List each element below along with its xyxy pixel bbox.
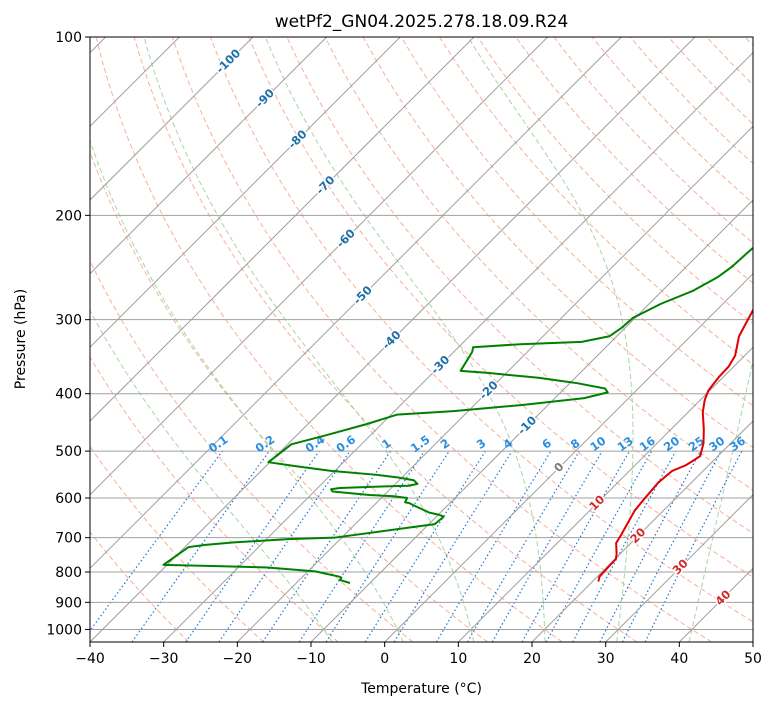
x-tick-label: −20	[223, 651, 253, 667]
dry-adiabat-line	[324, 37, 753, 491]
x-tick-label: 40	[670, 651, 688, 667]
x-tick-label: 0	[380, 651, 389, 667]
y-tick-label: 1000	[46, 622, 82, 638]
x-tick-label: 10	[449, 651, 467, 667]
x-tick-label: −10	[296, 651, 326, 667]
y-axis-ticks: 100 200 300 400 500 600 700 800 900 1000	[46, 30, 90, 638]
moist-adiabat-line	[143, 37, 475, 642]
x-tick-label: 50	[744, 651, 762, 667]
mixing-ratio-line	[325, 450, 450, 642]
dewpoint-profile-line	[162, 246, 753, 585]
mixing-ratio-line	[218, 450, 351, 642]
isotherm-line	[90, 37, 549, 496]
mixing-ratio-line	[545, 450, 653, 642]
dry-adiabat-line	[439, 37, 753, 366]
y-tick-label: 500	[55, 444, 82, 460]
x-tick-label: 20	[523, 651, 541, 667]
y-tick-label: 700	[55, 531, 82, 547]
isotherm-line	[236, 125, 753, 642]
isotherm-line	[384, 272, 753, 642]
y-axis-label: Pressure (hPa)	[13, 289, 29, 389]
isotherm-line	[605, 493, 753, 642]
y-tick-label: 600	[55, 491, 82, 507]
mixing-ratio-line	[644, 450, 743, 642]
isotherm-line	[90, 37, 254, 201]
moist-adiabat-line	[264, 37, 546, 642]
mixing-ratio-line	[393, 450, 513, 642]
isotherm-line	[90, 37, 696, 642]
dry-adiabat-line	[133, 37, 638, 642]
profile-series	[162, 246, 753, 585]
dry-adiabat-line	[90, 150, 488, 642]
isotherm-line	[90, 37, 475, 422]
dry-adiabat-line	[515, 37, 753, 284]
dry-adiabat-line	[90, 445, 264, 642]
isotherm-line	[531, 420, 753, 642]
dry-adiabat-line	[210, 37, 753, 623]
isobars	[90, 37, 753, 630]
plot-frame	[89, 36, 754, 643]
temperature-profile-line	[597, 308, 753, 582]
dry-adiabat-line	[248, 37, 753, 578]
isotherm-line	[90, 37, 328, 275]
y-tick-label: 900	[55, 595, 82, 611]
y-tick-label: 300	[55, 313, 82, 329]
x-axis-label: Temperature (°C)	[360, 681, 482, 697]
y-tick-label: 400	[55, 387, 82, 403]
dry-adiabats	[90, 37, 753, 642]
isotherm-line	[310, 199, 753, 642]
mixing-ratio-line	[131, 450, 270, 642]
isotherm-line	[90, 37, 401, 349]
dry-adiabat-line	[90, 531, 190, 642]
mixing-ratio-line	[521, 450, 631, 642]
y-tick-label: 800	[55, 565, 82, 581]
dry-adiabat-line	[400, 37, 753, 407]
x-tick-label: 30	[597, 651, 615, 667]
dry-adiabat-line	[90, 356, 339, 642]
isotherms	[90, 37, 753, 642]
x-axis-ticks: −40 −30 −20 −10 0 10 20 30 40 50	[75, 642, 762, 667]
mixing-ratio-line	[298, 450, 425, 642]
moist-adiabat-line	[90, 138, 404, 642]
isotherm-line	[90, 37, 622, 570]
x-tick-label: −40	[75, 651, 105, 667]
dry-adiabat-line	[171, 37, 712, 642]
mixing-ratio-line	[572, 450, 677, 642]
isotherm-line	[457, 346, 753, 642]
chart-title: wetPf2_GN04.2025.278.18.09.R24	[275, 12, 569, 32]
y-tick-label: 200	[55, 208, 82, 224]
x-tick-label: −30	[149, 651, 179, 667]
y-tick-label: 100	[55, 30, 82, 46]
mixing-ratio-line	[185, 450, 320, 642]
moist-adiabat-line	[90, 309, 333, 642]
dry-adiabat-line	[95, 37, 563, 642]
moist-adiabat-line	[688, 357, 753, 642]
mixing-ratio-line	[90, 450, 223, 632]
